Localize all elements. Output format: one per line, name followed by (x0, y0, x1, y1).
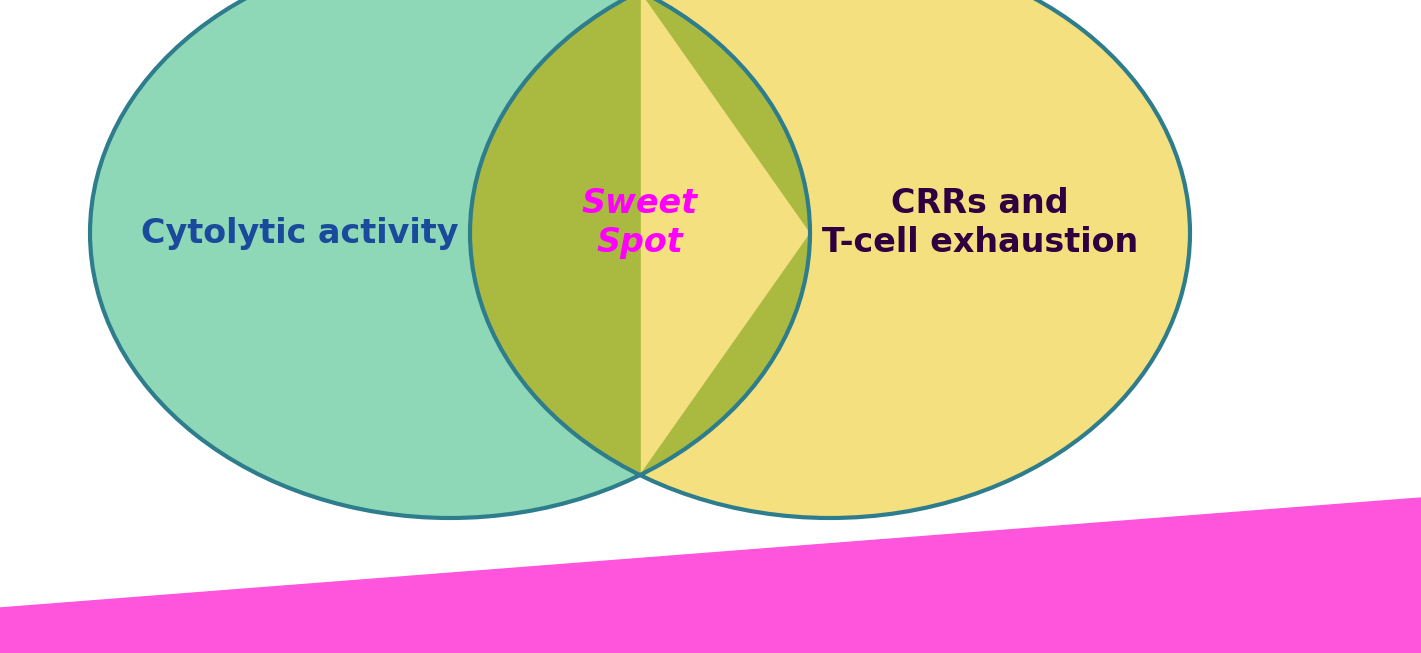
Polygon shape (0, 498, 1421, 653)
Text: CRRs and
T-cell exhaustion: CRRs and T-cell exhaustion (821, 187, 1138, 259)
Polygon shape (470, 0, 810, 475)
Text: Sweet
Spot: Sweet Spot (583, 187, 698, 259)
Text: Cytolytic activity: Cytolytic activity (141, 217, 459, 249)
Ellipse shape (90, 0, 810, 518)
Ellipse shape (470, 0, 1189, 518)
